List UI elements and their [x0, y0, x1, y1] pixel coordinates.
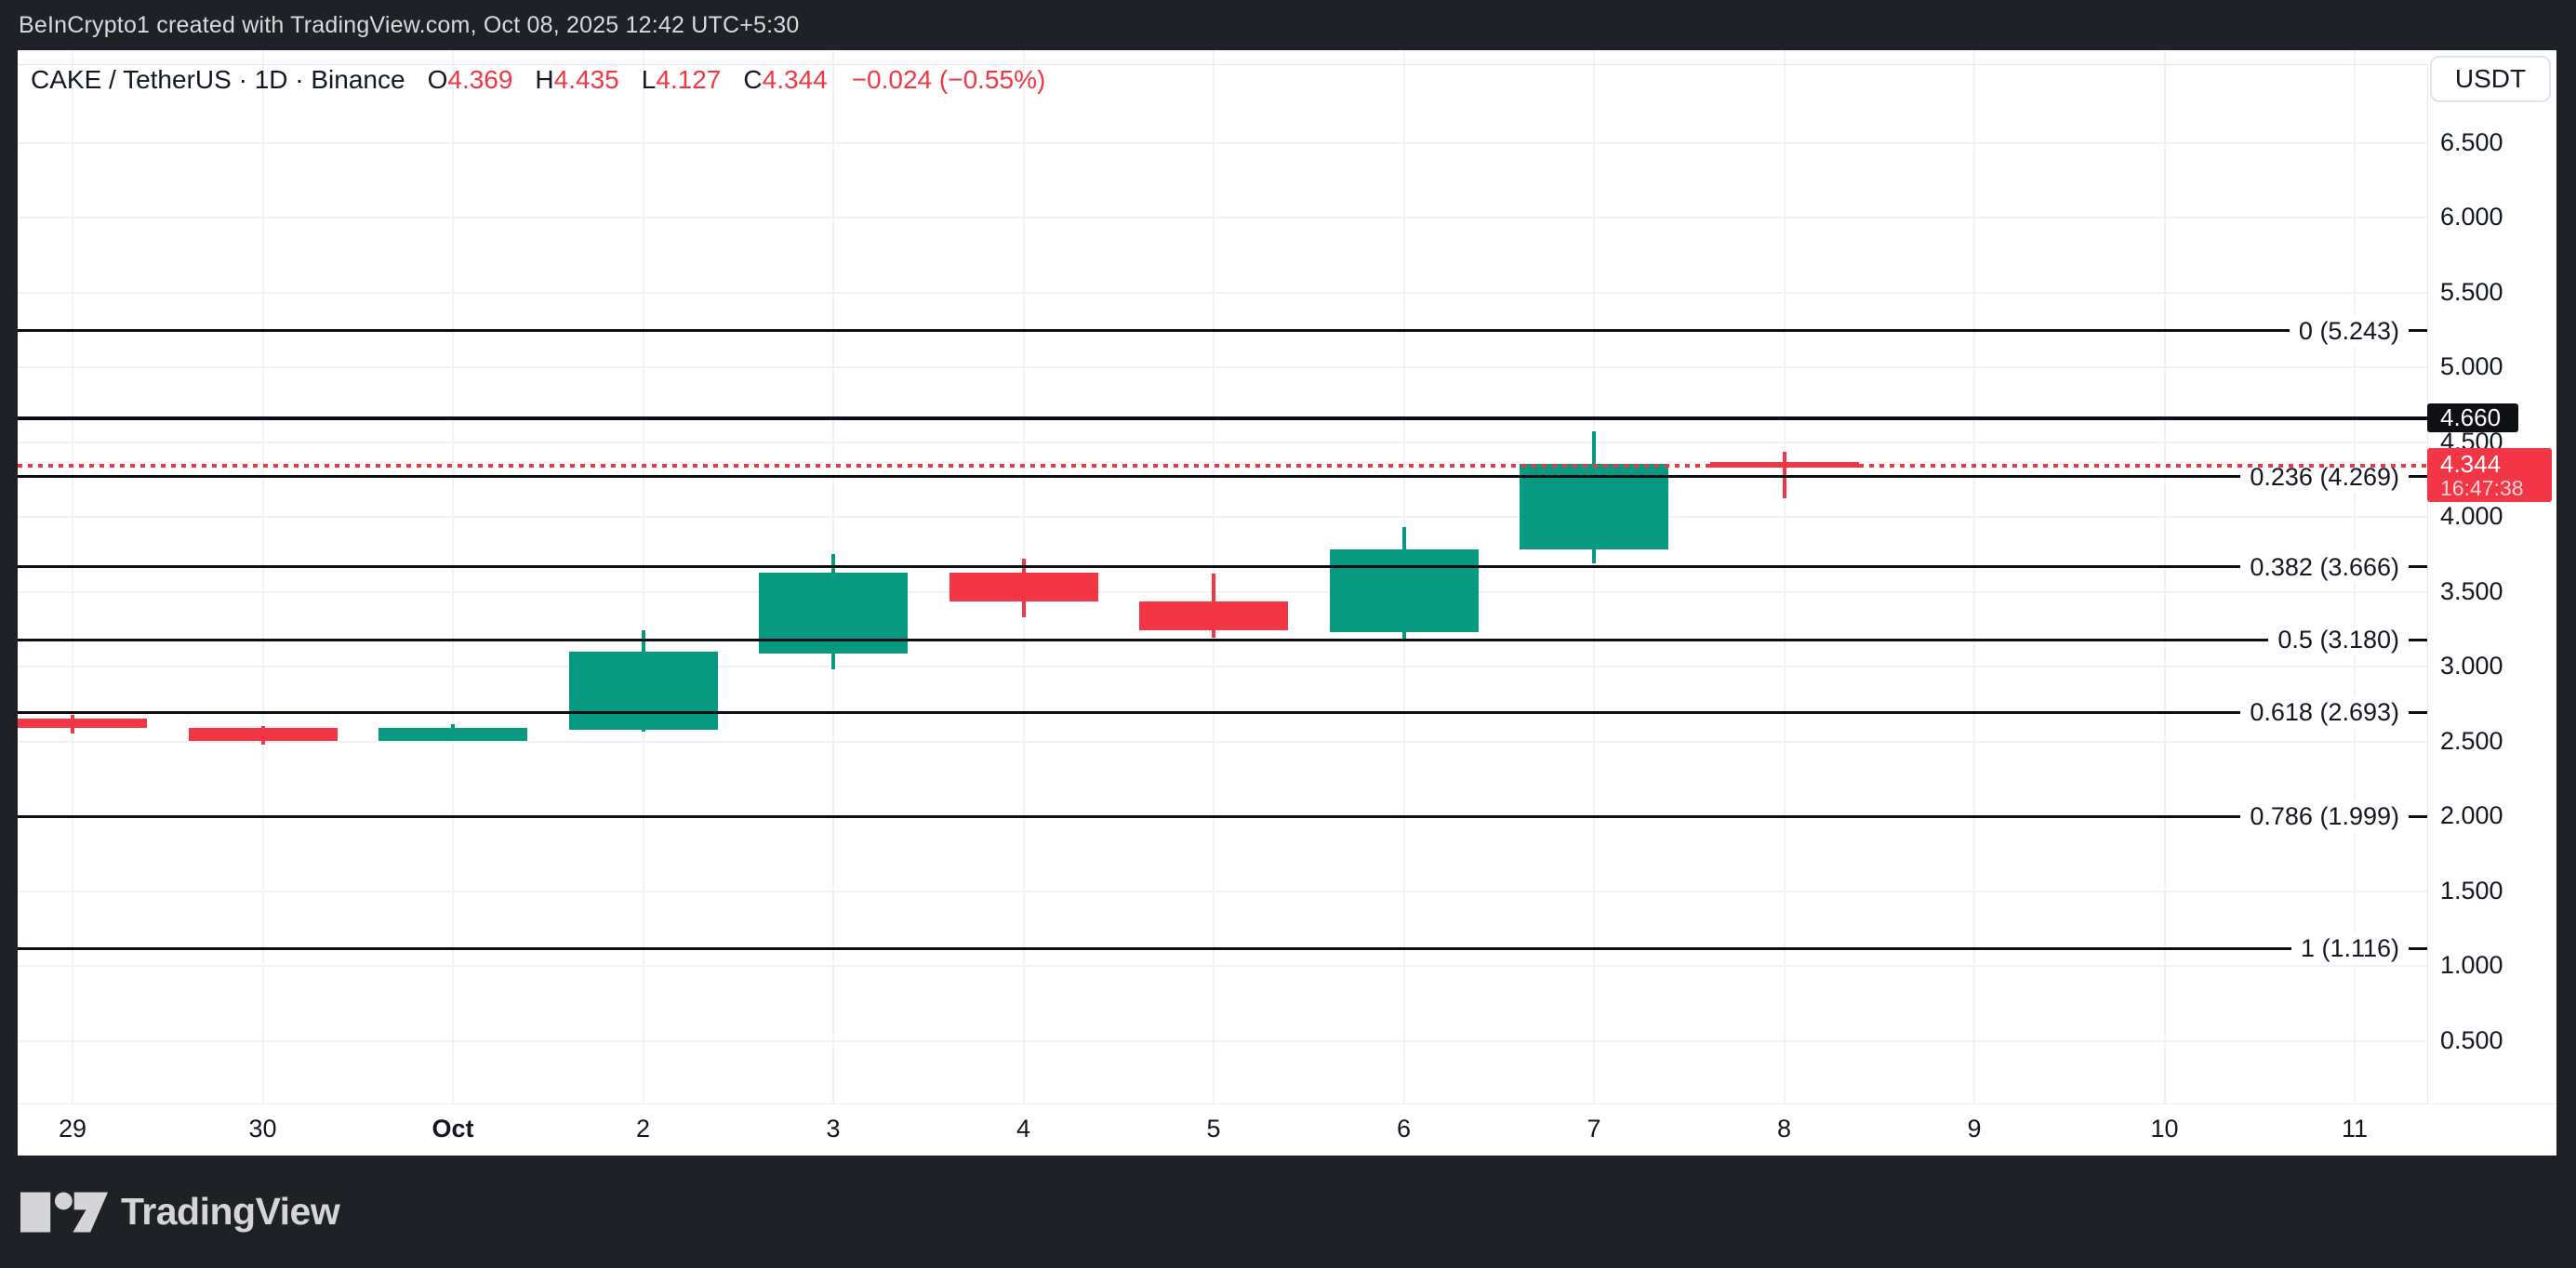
fib-level-line — [18, 710, 2427, 714]
chart-plot-area[interactable]: 0 (5.243) 0.236 (4.269) 0.382 (3.666) 0.5 (… — [18, 64, 2427, 1103]
fib-level-label: 1 (1.116) — [2291, 932, 2409, 965]
date-label: 9 — [1967, 1115, 1982, 1143]
fib-level-label: 0.382 (3.666) — [2240, 550, 2409, 583]
price-tick-label: 1.500 — [2440, 876, 2503, 905]
price-axis-separator — [2427, 64, 2428, 1103]
fib-level-line — [18, 638, 2427, 641]
horizontal-gridline — [18, 666, 2427, 667]
candle-body — [949, 572, 1098, 601]
candle-body — [188, 728, 338, 741]
fib-level-line — [18, 475, 2427, 479]
currency-toggle-button[interactable]: USDT — [2430, 56, 2551, 102]
fib-level-label: 0.786 (1.999) — [2240, 800, 2409, 833]
bar-countdown: 16:47:38 — [2440, 475, 2524, 500]
candle-body — [1520, 463, 1668, 550]
price-tick-label: 6.000 — [2440, 203, 2503, 231]
fib-level-label: 0.5 (3.180) — [2268, 624, 2409, 656]
horizontal-gridline — [18, 516, 2427, 518]
horizontal-gridline — [18, 291, 2427, 294]
separator-dot: · — [231, 65, 255, 94]
vertical-gridline — [1783, 50, 1786, 1103]
horizontal-gridline — [18, 217, 2427, 218]
vertical-gridline — [452, 50, 454, 1103]
price-marker-line — [18, 416, 2427, 420]
chart-panel: CAKE / TetherUS · 1D · Binance O4.369 H4.4… — [18, 50, 2556, 1156]
price-axis[interactable]: 6.500 6.000 5.500 5.000 4.500 4.000 3.500 3.000… — [2427, 50, 2556, 1156]
currency-label: USDT — [2454, 64, 2527, 93]
candle-body — [1329, 549, 1479, 632]
current-price-value: 4.344 — [2440, 449, 2502, 478]
horizontal-gridline — [18, 890, 2427, 892]
bottom-bar: TradingView — [0, 1156, 2576, 1268]
candle-body — [18, 718, 147, 728]
fib-level-line — [18, 565, 2427, 569]
price-tick-label: 3.000 — [2440, 652, 2503, 680]
separator-dot: · — [287, 65, 312, 94]
horizontal-gridline — [18, 590, 2427, 593]
date-label: 29 — [58, 1115, 87, 1143]
price-tick-label: 5.000 — [2440, 352, 2503, 380]
symbol-header: CAKE / TetherUS · 1D · Binance O4.369 H4.4… — [31, 65, 1045, 95]
vertical-gridline — [1973, 50, 1975, 1103]
vertical-gridline — [72, 50, 73, 1103]
tradingview-logo: TradingView — [20, 1190, 340, 1234]
fib-level-line — [18, 329, 2427, 333]
candle-body — [568, 651, 718, 730]
date-label: 3 — [826, 1115, 841, 1143]
horizontal-gridline — [18, 141, 2427, 144]
current-price-badge: 4.344 16:47:38 — [2427, 447, 2552, 502]
vertical-gridline — [261, 50, 264, 1103]
attribution-text: BeInCrypto1 created with TradingView.com… — [19, 11, 800, 38]
fib-level-label: 0.618 (2.693) — [2240, 696, 2409, 729]
date-label: 7 — [1587, 1115, 1601, 1143]
date-label: Oct — [432, 1115, 474, 1143]
current-price-line — [18, 463, 2427, 468]
attribution-bar: BeInCrypto1 created with TradingView.com… — [0, 0, 2576, 50]
tradingview-logo-mark-icon — [20, 1192, 108, 1232]
price-tick-label: 0.500 — [2440, 1025, 2503, 1054]
tradingview-logo-text: TradingView — [121, 1190, 340, 1233]
horizontal-gridline — [18, 1039, 2427, 1042]
candle-wick — [1782, 451, 1786, 498]
candle-body — [1139, 601, 1288, 631]
date-label: 8 — [1776, 1115, 1792, 1143]
date-label: 2 — [635, 1115, 651, 1143]
price-marker-badge: 4.660 — [2427, 403, 2518, 432]
horizontal-gridline — [18, 965, 2427, 967]
ohlc-low: L4.127 — [641, 65, 722, 94]
date-label: 5 — [1206, 1115, 1221, 1143]
price-tick-label: 5.500 — [2440, 277, 2503, 306]
exchange-label: Binance — [311, 65, 405, 94]
horizontal-gridline — [18, 740, 2427, 743]
ohlc-high: H4.435 — [535, 65, 619, 94]
symbol-name: CAKE / TetherUS — [31, 65, 232, 94]
horizontal-gridline — [18, 366, 2427, 368]
candle-body — [378, 728, 527, 741]
price-tick-label: 2.500 — [2440, 726, 2503, 755]
fib-level-line — [18, 814, 2427, 818]
date-label: 10 — [2150, 1115, 2179, 1143]
price-tick-label: 6.500 — [2440, 127, 2503, 156]
vertical-gridline — [642, 50, 644, 1103]
ohlc-open: O4.369 — [427, 65, 513, 94]
change-value: −0.024 (−0.55%) — [851, 65, 1046, 94]
horizontal-gridline — [18, 441, 2427, 443]
date-label: 4 — [1016, 1115, 1031, 1143]
date-label: 6 — [1396, 1115, 1412, 1143]
fib-level-label: 0 (5.243) — [2289, 314, 2409, 347]
vertical-gridline — [2163, 50, 2166, 1103]
price-tick-label: 4.000 — [2440, 502, 2503, 530]
vertical-gridline — [1593, 50, 1595, 1103]
price-tick-label: 1.000 — [2440, 951, 2503, 979]
date-label: 11 — [2341, 1115, 2369, 1143]
price-tick-label: 2.000 — [2440, 801, 2503, 829]
price-tick-label: 3.500 — [2440, 576, 2503, 605]
interval-label: 1D — [254, 65, 288, 94]
time-axis[interactable]: 29 30 Oct 2 3 4 5 6 7 8 9 10 11 — [18, 1103, 2556, 1156]
date-label: 30 — [248, 1115, 277, 1143]
ohlc-close: C4.344 — [743, 65, 828, 94]
fib-level-line — [18, 946, 2427, 950]
